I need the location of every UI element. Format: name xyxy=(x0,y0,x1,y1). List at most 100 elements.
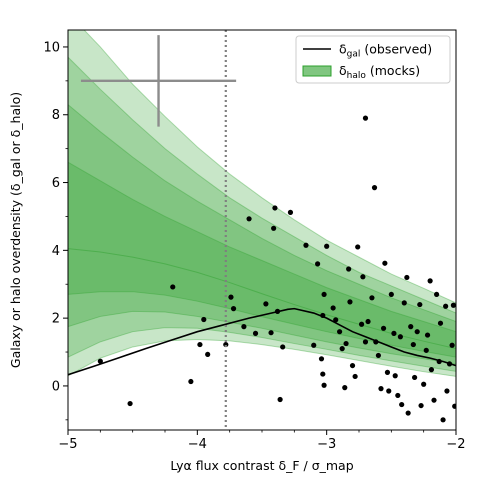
galaxy-point-38 xyxy=(349,362,356,369)
galaxy-point-69 xyxy=(418,402,424,409)
galaxy-point-1 xyxy=(127,400,133,407)
galaxy-point-0 xyxy=(97,358,103,364)
galaxy-point-27 xyxy=(320,371,326,377)
galaxy-point-44 xyxy=(362,339,369,345)
gal-observed-line xyxy=(68,307,456,376)
galaxy-point-83 xyxy=(449,342,455,348)
galaxy-point-64 xyxy=(408,324,414,330)
galaxy-point-74 xyxy=(428,367,435,373)
x-tick-label-3: −2 xyxy=(446,437,465,452)
galaxy-point-72 xyxy=(424,332,431,338)
galaxy-point-18 xyxy=(280,344,286,350)
x-axis: −5 −4 −3 −2 xyxy=(58,430,466,452)
galaxy-point-55 xyxy=(388,291,394,298)
galaxy-point-70 xyxy=(421,381,427,387)
galaxy-point-48 xyxy=(373,339,379,345)
y-tick-label-5: 10 xyxy=(43,40,60,55)
error-cross-group xyxy=(80,35,237,127)
galaxy-point-80 xyxy=(443,303,449,309)
y-tick-label-3: 6 xyxy=(52,176,60,191)
gal-line-group xyxy=(68,307,456,376)
galaxy-point-13 xyxy=(263,301,269,307)
galaxy-point-28 xyxy=(324,243,330,249)
x-tick-label-0: −5 xyxy=(58,437,77,452)
galaxy-point-20 xyxy=(287,209,294,215)
galaxy-point-8 xyxy=(228,294,234,300)
galaxy-point-66 xyxy=(412,374,418,381)
legend-patch-swatch xyxy=(302,65,332,77)
galaxy-point-54 xyxy=(386,388,392,394)
galaxy-point-84 xyxy=(450,302,456,308)
galaxy-point-26 xyxy=(321,291,327,298)
galaxy-point-67 xyxy=(414,329,420,335)
galaxy-point-21 xyxy=(303,242,309,248)
legend-halo-main: δ xyxy=(339,63,347,78)
galaxy-point-68 xyxy=(417,301,423,308)
halo-median-lines xyxy=(68,30,456,377)
galaxy-point-58 xyxy=(395,392,401,399)
galaxy-point-15 xyxy=(271,225,277,231)
legend-label-halo: δhalo (mocks) xyxy=(339,63,420,81)
galaxy-point-60 xyxy=(399,401,405,408)
galaxy-point-63 xyxy=(405,410,411,416)
galaxy-point-31 xyxy=(333,317,339,323)
halo-band-upper-edge-3 xyxy=(68,56,456,314)
legend: δgal (observed) δhalo (mocks) xyxy=(295,35,451,84)
halo-band-2 xyxy=(68,104,456,364)
halo-band-1 xyxy=(68,162,456,358)
galaxy-point-12 xyxy=(252,330,259,336)
galaxy-point-30 xyxy=(330,305,336,311)
galaxy-point-29 xyxy=(321,382,327,388)
galaxy-point-42 xyxy=(360,274,366,280)
halo-band-lower-edge-3 xyxy=(68,327,456,372)
galaxy-point-11 xyxy=(246,216,252,222)
galaxy-point-32 xyxy=(337,329,343,335)
legend-gal-rest: (observed) xyxy=(360,42,432,57)
y-axis: 0 2 4 6 8 10 xyxy=(43,40,68,421)
x-tick-label-2: −3 xyxy=(317,437,336,452)
galaxy-point-10 xyxy=(241,324,247,330)
halo-band-lower-edge-1 xyxy=(68,291,456,358)
legend-halo-rest: (mocks) xyxy=(366,63,420,78)
y-tick-label-4: 8 xyxy=(52,108,60,123)
galaxy-point-51 xyxy=(380,325,387,331)
halo-band-3 xyxy=(68,57,456,372)
galaxy-point-77 xyxy=(436,358,442,365)
galaxy-point-19 xyxy=(277,396,283,403)
galaxy-point-43 xyxy=(362,115,369,121)
galaxy-point-46 xyxy=(369,295,375,301)
galaxy-point-17 xyxy=(274,308,281,314)
galaxy-point-71 xyxy=(423,347,429,353)
galaxy-point-53 xyxy=(384,369,391,375)
galaxy-point-24 xyxy=(318,356,325,362)
galaxy-point-16 xyxy=(272,205,278,211)
galaxy-point-45 xyxy=(365,318,371,325)
galaxy-point-36 xyxy=(346,266,352,272)
halo-band-4 xyxy=(68,30,456,377)
galaxy-point-73 xyxy=(427,278,433,284)
galaxy-point-57 xyxy=(392,373,398,379)
galaxy-point-25 xyxy=(320,312,326,319)
galaxy-point-79 xyxy=(440,417,446,423)
galaxy-point-39 xyxy=(352,373,358,380)
y-axis-label: Galaxy or halo overdensity (δ_gal or δ_h… xyxy=(8,92,23,368)
y-tick-label-2: 4 xyxy=(52,244,60,259)
galaxy-point-37 xyxy=(347,299,353,305)
galaxy-point-7 xyxy=(223,341,229,348)
galaxy-point-82 xyxy=(446,361,453,367)
galaxy-point-81 xyxy=(444,388,450,394)
galaxy-point-50 xyxy=(378,386,384,392)
galaxy-point-59 xyxy=(397,334,403,340)
halo-band-upper-edge-4 xyxy=(83,30,456,304)
galaxy-points xyxy=(97,115,456,423)
legend-box xyxy=(295,35,451,84)
x-tick-label-1: −4 xyxy=(188,437,207,452)
galaxy-point-65 xyxy=(410,341,416,348)
galaxy-point-22 xyxy=(311,342,317,348)
legend-label-gal: δgal (observed) xyxy=(339,42,432,60)
galaxy-point-76 xyxy=(434,291,440,298)
galaxy-point-56 xyxy=(391,330,397,336)
galaxy-point-33 xyxy=(339,346,345,352)
legend-gal-main: δ xyxy=(339,42,347,57)
halo-bands xyxy=(68,30,456,377)
